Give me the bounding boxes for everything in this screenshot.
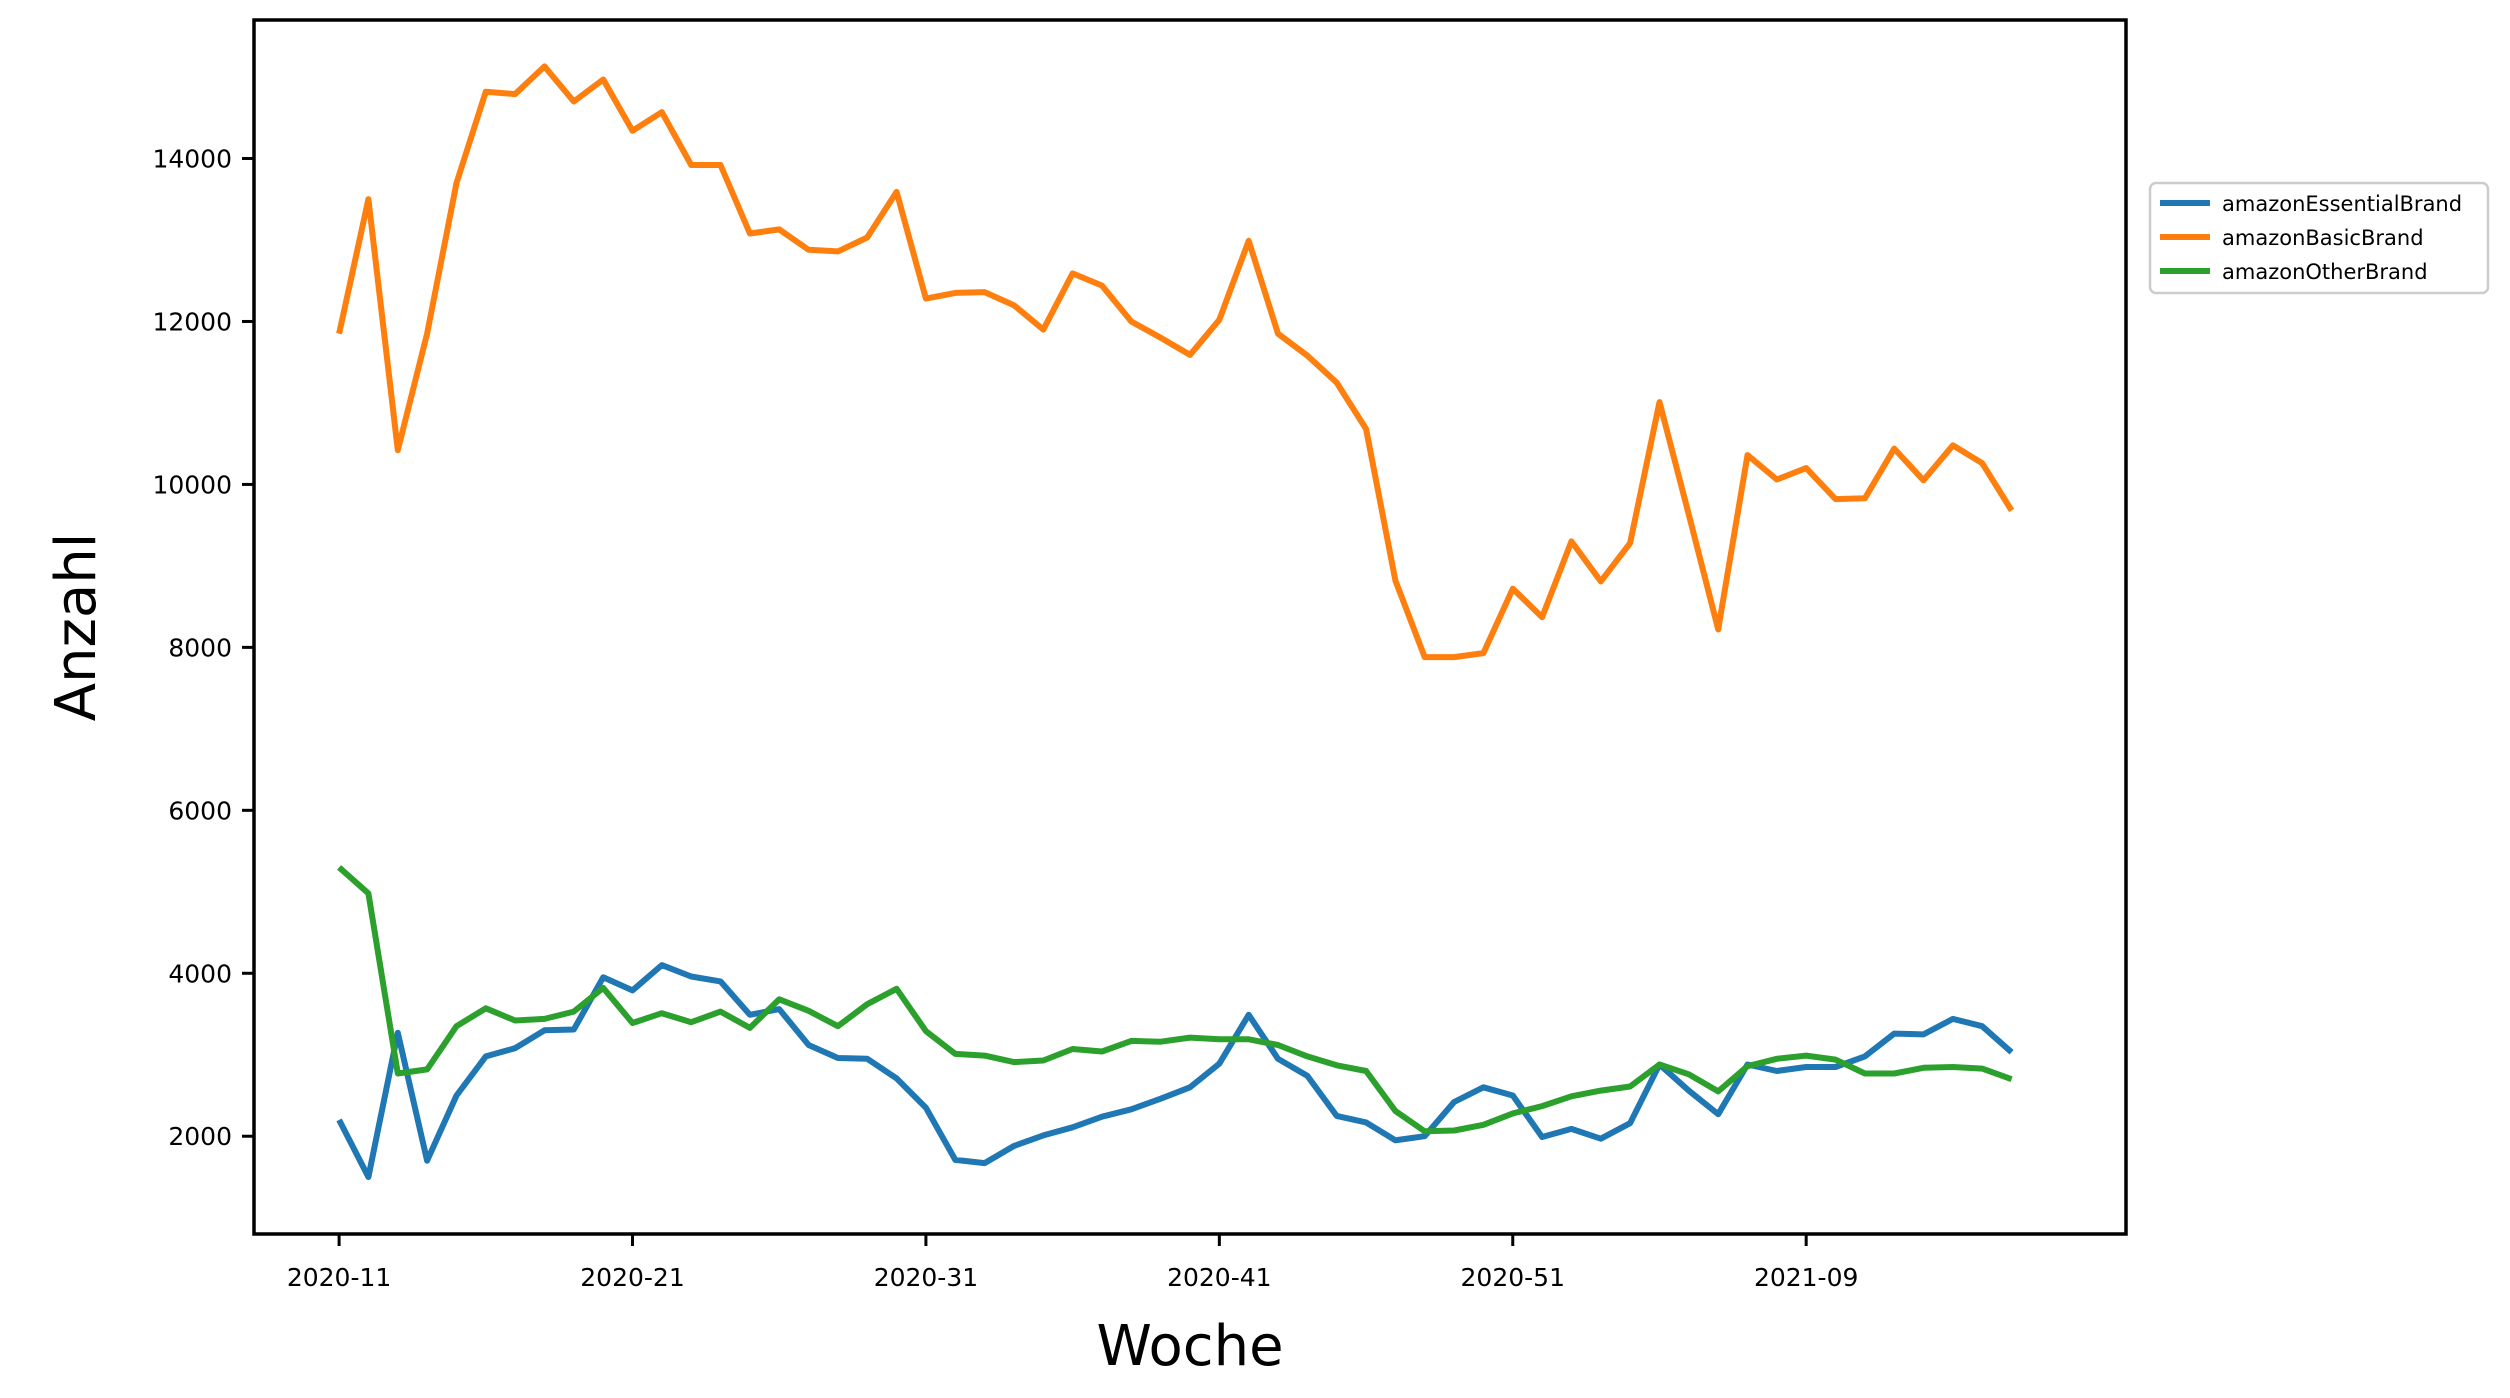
legend-label-amazonOtherBrand: amazonOtherBrand — [2222, 260, 2428, 284]
y-tick-label: 8000 — [168, 633, 232, 662]
series-layer — [336, 63, 2015, 1180]
x-tick-label: 2020-11 — [287, 1263, 391, 1292]
series-line-amazonOtherBrand — [337, 865, 2013, 1135]
y-tick-label: 6000 — [168, 796, 232, 825]
y-tick-label: 10000 — [152, 470, 232, 499]
y-tick-label: 2000 — [168, 1122, 232, 1151]
y-tick-label: 4000 — [168, 959, 232, 988]
y-axis-label: Anzahl — [44, 533, 109, 722]
y-axis: 2000 4000 6000 8000 10000 12000 14000 — [152, 145, 254, 1151]
series-line-amazonBasicBrand — [336, 63, 2015, 661]
series-line-amazonEssentialBrand — [336, 962, 2014, 1180]
x-tick-label: 2020-31 — [874, 1263, 978, 1292]
x-tick-label: 2021-09 — [1754, 1263, 1858, 1292]
x-axis-label: Woche — [1096, 1314, 1283, 1379]
x-tick-label: 2020-41 — [1167, 1263, 1271, 1292]
x-axis: 2020-11 2020-21 2020-31 2020-41 2020-51 2021-… — [287, 1234, 1858, 1292]
plot-area-frame — [252, 18, 2128, 1236]
legend-frame — [2148, 181, 2490, 295]
legend: amazonEssentialBrand amazonBasicBrand amaz… — [2148, 181, 2490, 295]
y-tick-label: 14000 — [152, 145, 232, 174]
x-tick-label: 2020-51 — [1461, 1263, 1565, 1292]
y-tick-label: 12000 — [152, 307, 232, 336]
legend-label-amazonEssentialBrand: amazonEssentialBrand — [2222, 192, 2462, 216]
x-tick-label: 2020-21 — [580, 1263, 684, 1292]
legend-label-amazonBasicBrand: amazonBasicBrand — [2222, 226, 2424, 250]
